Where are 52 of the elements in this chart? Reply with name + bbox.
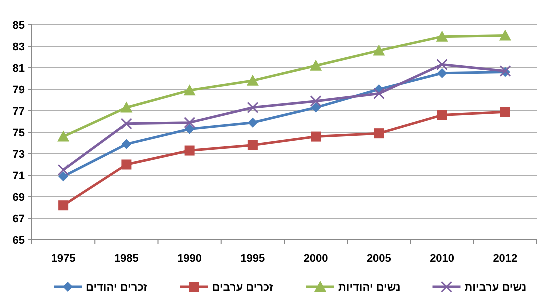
- point: [122, 160, 132, 170]
- point: [437, 110, 448, 120]
- x-tick-label: 2010: [430, 253, 455, 265]
- point: [373, 88, 385, 100]
- point: [311, 102, 322, 113]
- point: [310, 96, 322, 108]
- x-tick-label: 1990: [178, 253, 202, 265]
- y-tick-label: 69: [12, 192, 25, 204]
- point: [120, 102, 133, 113]
- point: [436, 30, 448, 42]
- x-tick-label: 1995: [240, 253, 266, 265]
- y-tick-label: 67: [12, 214, 25, 226]
- point: [499, 30, 512, 41]
- point: [184, 146, 195, 156]
- y-tick-label: 65: [12, 235, 25, 247]
- legend-label: נשים ערביות: [464, 282, 527, 294]
- x-tick-label: 1985: [114, 253, 139, 265]
- point: [58, 164, 70, 176]
- point: [58, 200, 69, 211]
- y-tick-label: 81: [12, 63, 25, 75]
- point: [311, 132, 322, 142]
- y-tick-label: 79: [12, 84, 25, 96]
- point: [120, 118, 132, 130]
- point: [247, 102, 259, 114]
- point: [246, 74, 259, 86]
- legend-label: זכרים יהודים: [86, 282, 148, 294]
- x-tick-label: 1975: [51, 253, 76, 265]
- point: [122, 139, 132, 150]
- point: [373, 44, 386, 56]
- point: [436, 59, 448, 71]
- legend-label: זכרים ערבים: [212, 282, 274, 294]
- point: [310, 60, 322, 71]
- point: [248, 118, 258, 128]
- y-tick-label: 73: [12, 149, 25, 161]
- x-tick-label: 2000: [304, 253, 328, 265]
- point: [374, 128, 384, 139]
- point: [437, 68, 448, 78]
- y-tick-label: 71: [12, 170, 25, 182]
- y-tick-label: 83: [12, 42, 25, 54]
- point: [184, 84, 196, 96]
- x-tick-label: 2012: [493, 253, 518, 265]
- y-tick-label: 75: [12, 128, 25, 140]
- legend-label: נשים יהודיות: [338, 282, 401, 294]
- point: [248, 140, 258, 150]
- point: [58, 172, 69, 182]
- point: [184, 124, 195, 134]
- x-tick-label: 2005: [366, 253, 392, 265]
- point: [58, 130, 70, 142]
- point: [184, 117, 196, 129]
- y-tick-label: 77: [12, 106, 25, 118]
- point: [500, 107, 510, 118]
- y-tick-label: 85: [12, 20, 25, 32]
